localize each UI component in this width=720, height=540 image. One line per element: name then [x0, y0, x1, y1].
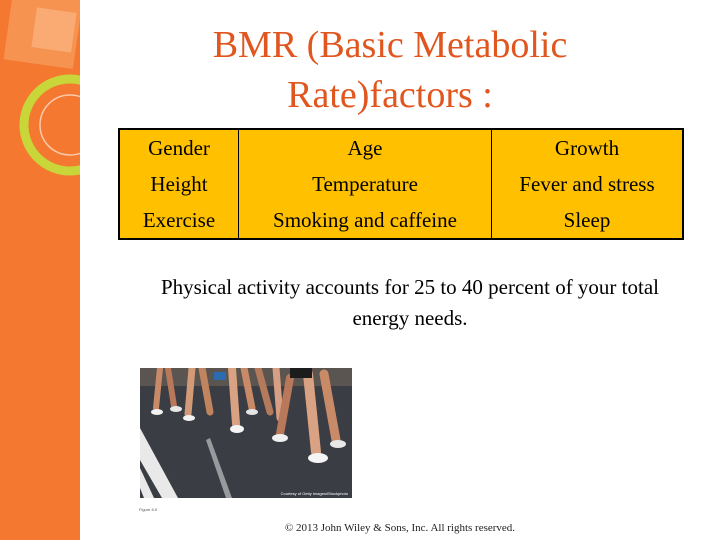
runners-photo: Courtesy of Getty Images/iStockphoto — [140, 368, 352, 498]
table-cell: Growth — [491, 129, 684, 166]
decorative-sidebar — [0, 0, 80, 540]
slide-title-line-2: Rate)factors : — [287, 74, 493, 116]
photo-credit: Courtesy of Getty Images/iStockphoto — [280, 491, 348, 496]
table-cell: Temperature — [238, 166, 492, 202]
slide-title-line-1: BMR (Basic Metabolic — [212, 24, 568, 66]
bmr-factors-table: Gender Age Growth Height Temperature Fev… — [118, 128, 684, 240]
table-cell: Age — [238, 129, 492, 166]
figure-label: Figure 8.5 — [139, 507, 158, 512]
runners-illustration-icon — [140, 368, 352, 498]
activity-statement: Physical activity accounts for 25 to 40 … — [160, 275, 660, 330]
table-row: Exercise Smoking and caffeine Sleep — [118, 202, 684, 239]
table-row: Gender Age Growth — [118, 129, 684, 166]
table-cell: Exercise — [118, 202, 239, 239]
table-cell: Height — [118, 166, 239, 202]
table-cell: Fever and stress — [491, 166, 684, 202]
slide-title: BMR (Basic Metabolic Rate)factors : — [150, 20, 630, 120]
table-cell: Sleep — [491, 202, 684, 239]
table-cell: Gender — [118, 129, 239, 166]
table-cell: Smoking and caffeine — [238, 202, 492, 239]
sidebar-decoration-icon — [0, 0, 80, 540]
table-row: Height Temperature Fever and stress — [118, 166, 684, 202]
copyright-notice: © 2013 John Wiley & Sons, Inc. All right… — [284, 522, 516, 534]
